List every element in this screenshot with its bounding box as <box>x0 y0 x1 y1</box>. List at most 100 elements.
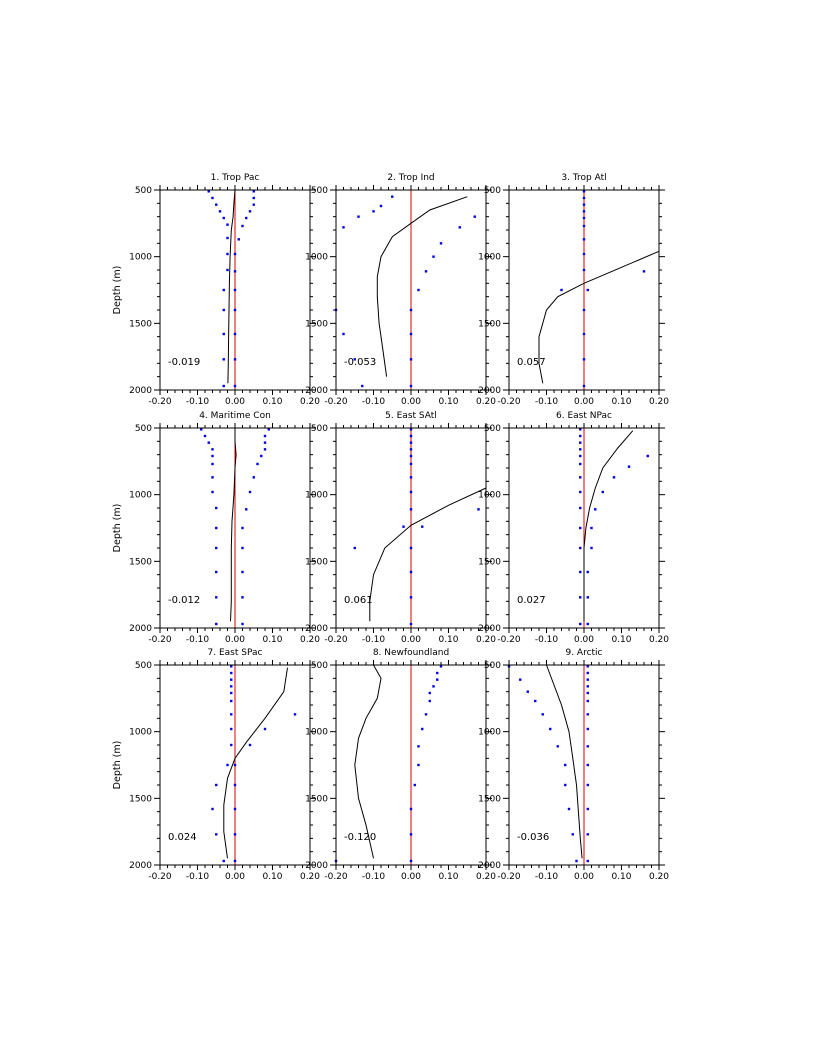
data-dot <box>421 525 424 528</box>
data-dot <box>237 238 240 241</box>
x-tick-label: 0.10 <box>438 635 458 645</box>
y-tick-label: 2000 <box>129 624 152 634</box>
data-dot <box>586 807 589 811</box>
data-dot <box>233 807 237 811</box>
data-dot <box>409 476 413 479</box>
data-dot <box>241 622 244 626</box>
data-dot <box>409 428 413 431</box>
data-dot <box>245 508 248 511</box>
data-dot <box>586 727 589 731</box>
data-dot <box>211 448 214 451</box>
data-dot <box>586 763 589 767</box>
x-tick-label: 0.20 <box>300 872 320 882</box>
data-dot <box>586 745 589 748</box>
x-tick-label: 0.20 <box>476 635 496 645</box>
panel-title: 2. Trop Ind <box>387 173 434 183</box>
data-dot <box>586 678 589 681</box>
x-tick-label: -0.10 <box>186 397 210 407</box>
x-tick-label: -0.10 <box>535 397 559 407</box>
panel-title: 5. East SAtl <box>385 411 437 421</box>
data-dot <box>477 508 480 511</box>
stat-value: -0.019 <box>168 357 200 368</box>
data-dot <box>293 713 297 716</box>
x-tick-label: 0.20 <box>649 872 669 882</box>
x-tick-label: 0.00 <box>401 397 421 407</box>
data-dot <box>222 859 225 863</box>
data-dot <box>226 763 229 767</box>
data-dot <box>215 783 218 787</box>
data-dot <box>556 745 559 748</box>
x-tick-label: -0.10 <box>186 872 210 882</box>
x-tick-label: -0.20 <box>324 635 348 645</box>
data-dot <box>590 546 593 550</box>
data-dot <box>402 525 405 528</box>
data-dot <box>233 252 237 256</box>
x-tick-label: -0.20 <box>148 872 172 882</box>
data-dot <box>252 190 255 193</box>
y-axis-label: Depth (m) <box>112 741 123 790</box>
data-dot <box>252 203 255 206</box>
x-tick-label: 0.10 <box>611 872 631 882</box>
y-tick-label: 1000 <box>478 253 501 263</box>
data-dot <box>586 288 589 292</box>
panel-3: 3. Trop Atl -0.20 -0.10 0.00 0.10 0.20 500 1000… <box>478 173 669 407</box>
panel-6: 6. East NPac -0.20 -0.10 0.00 0.10 0.20 500 100… <box>478 411 669 645</box>
y-tick-label: 500 <box>135 661 152 671</box>
data-dot <box>241 596 244 599</box>
data-dot <box>230 685 233 688</box>
data-dot <box>413 783 416 787</box>
y-tick-label: 1500 <box>129 319 152 329</box>
x-tick-label: 0.20 <box>649 397 669 407</box>
y-tick-label: 2000 <box>305 861 328 871</box>
panel-title: 4. Maritime Con <box>199 411 271 421</box>
panel-frame <box>159 427 311 629</box>
profile-curve <box>546 664 583 859</box>
stat-value: 0.057 <box>517 357 546 368</box>
data-dot <box>233 358 237 361</box>
data-dot <box>222 384 225 388</box>
x-tick-label: -0.10 <box>362 872 386 882</box>
x-tick-label: -0.10 <box>362 635 386 645</box>
profile-curve <box>369 487 487 622</box>
x-tick-label: -0.20 <box>148 397 172 407</box>
data-dot <box>519 678 522 681</box>
panel-frame <box>508 664 660 866</box>
data-dot <box>473 215 476 218</box>
data-dot <box>252 476 255 479</box>
x-tick-label: -0.20 <box>324 397 348 407</box>
data-dot <box>409 859 413 863</box>
data-dot <box>215 622 218 626</box>
data-dot <box>391 195 394 198</box>
y-tick-label: 1500 <box>129 794 152 804</box>
data-dot <box>526 690 529 693</box>
data-dot <box>211 196 214 200</box>
data-dot <box>245 216 248 220</box>
data-dot <box>263 441 267 444</box>
data-dot <box>409 434 413 438</box>
data-dot <box>579 596 582 599</box>
data-dot <box>230 699 233 703</box>
y-tick-label: 1000 <box>305 728 328 738</box>
data-dot <box>409 358 413 361</box>
x-tick-label: 0.20 <box>476 872 496 882</box>
data-dot <box>215 506 218 510</box>
data-dot <box>252 196 255 200</box>
y-tick-label: 2000 <box>305 386 328 396</box>
y-tick-label: 2000 <box>478 861 501 871</box>
x-tick-label: -0.20 <box>148 635 172 645</box>
x-tick-label: 0.10 <box>262 397 282 407</box>
data-dot <box>436 678 439 681</box>
data-dot <box>233 288 237 292</box>
y-tick-label: 1500 <box>478 319 501 329</box>
data-dot <box>241 570 244 574</box>
data-dot <box>207 441 210 444</box>
data-dot <box>215 833 218 836</box>
panel-frame <box>159 664 311 866</box>
x-tick-label: 0.20 <box>476 397 496 407</box>
data-dot <box>579 506 582 510</box>
data-dot <box>424 270 428 273</box>
data-dot <box>226 223 229 226</box>
data-dot <box>586 622 589 626</box>
x-tick-label: -0.20 <box>497 635 521 645</box>
data-dot <box>357 215 360 218</box>
